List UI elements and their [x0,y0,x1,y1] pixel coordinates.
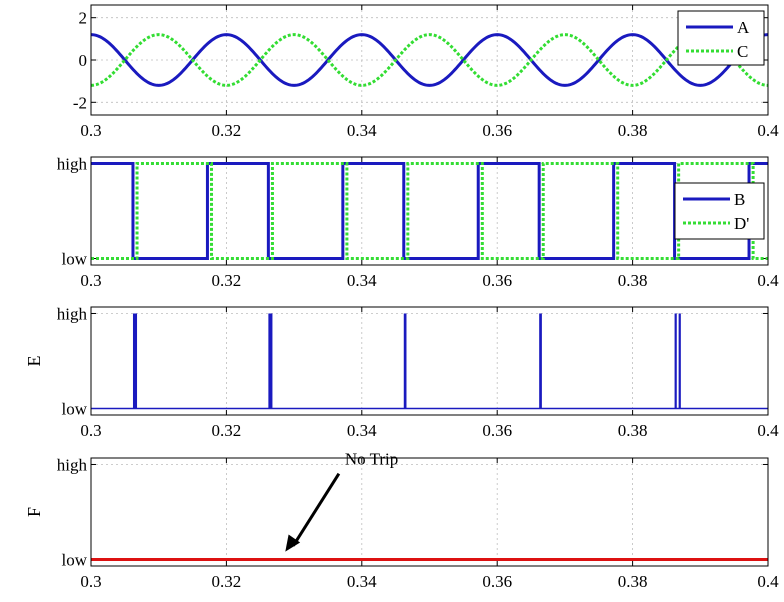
pulse-bar [678,313,681,409]
data-layer [91,313,768,410]
legend-box [677,10,765,66]
pulse-bar [132,313,138,409]
panel-1: 0.3 0.32 0.34 0.36 0.38 0.4 2 0 -2 AC [73,4,779,140]
x-tick-label: 0.38 [618,121,648,140]
plot-area [91,458,768,566]
legend-box [674,182,765,240]
panel-2: 0.3 0.32 0.34 0.36 0.38 0.4 high low B D' [57,154,779,290]
annotation-arrow-head [285,534,301,552]
plot-area [91,5,768,115]
legend-label: A [737,18,750,37]
pulse-bar [674,313,677,409]
panel-3: 0.3 0.32 0.34 0.36 0.38 0.4 high low E [24,304,779,440]
x-tick-label: 0.34 [347,572,377,591]
panel-4: 0.3 0.32 0.34 0.36 0.38 0.4 high low F No Trip [24,450,779,591]
plot-frame [90,306,769,416]
y-axis-label: F [24,507,44,517]
y-tick-label: high [57,304,88,323]
x-tick-label: 0.36 [482,121,512,140]
x-tick-label: 0.4 [757,121,779,140]
x-tick-label: 0.3 [80,421,101,440]
series-c-line [91,33,768,87]
plot-area [91,307,768,415]
y-tick-label: 0 [79,51,88,70]
x-tick-label: 0.34 [347,121,377,140]
x-tick-label: 0.4 [757,421,779,440]
y-tick-label: high [57,455,88,474]
x-tick-label: 0.32 [212,271,242,290]
x-tick-label: 0.38 [618,572,648,591]
x-tick-label: 0.36 [482,271,512,290]
y-tick-label: -2 [73,93,87,112]
y-axis-label: E [24,356,44,367]
x-tick-label: 0.32 [212,121,242,140]
x-tick-label: 0.3 [80,572,101,591]
legend: AC [677,10,765,66]
x-tick-label: 0.36 [482,421,512,440]
pulse-bar [268,313,273,409]
pulse-bar [403,313,407,409]
x-tick-label: 0.38 [618,271,648,290]
annotation-arrow-shaft [292,472,341,547]
x-tick-label: 0.32 [212,572,242,591]
plot-frame [90,4,769,116]
data-layer [91,33,768,87]
x-tick-label: 0.3 [80,121,101,140]
plot-area [91,157,768,265]
x-tick-label: 0.4 [757,271,779,290]
plot-frame [90,457,769,567]
pulse-bar [539,313,542,409]
legend-label: C [737,42,748,61]
y-tick-label: 2 [79,9,88,28]
legend-label: B [734,190,745,209]
x-tick-label: 0.34 [347,421,377,440]
y-tick-label: low [62,400,88,419]
x-tick-label: 0.32 [212,421,242,440]
y-tick-label: low [62,551,88,570]
y-tick-label: high [57,154,88,173]
x-tick-label: 0.3 [80,271,101,290]
y-tick-label: low [62,250,88,269]
annotation-text: No Trip [345,450,398,469]
plot-frame [90,156,769,266]
x-tick-label: 0.38 [618,421,648,440]
x-tick-label: 0.34 [347,271,377,290]
legend: B D' [674,182,765,240]
legend-label: D' [734,214,749,233]
x-tick-label: 0.36 [482,572,512,591]
series-a-line [91,33,768,87]
x-tick-label: 0.4 [757,572,779,591]
